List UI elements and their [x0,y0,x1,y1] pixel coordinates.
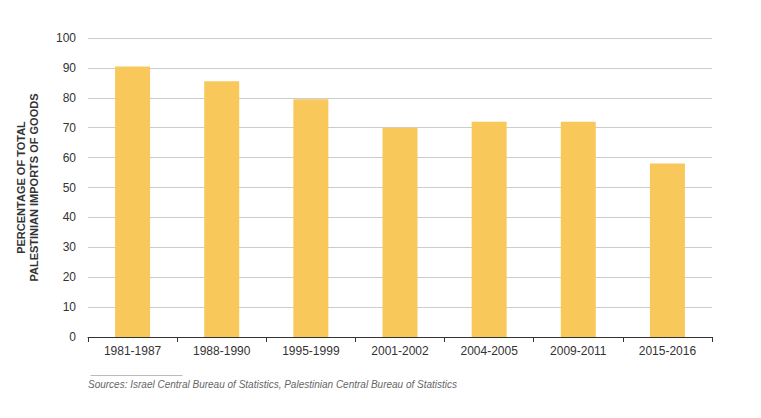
svg-text:2004-2005: 2004-2005 [460,344,518,358]
svg-text:2001-2002: 2001-2002 [371,344,429,358]
svg-text:10: 10 [63,300,77,314]
svg-text:0: 0 [69,330,76,344]
svg-text:1988-1990: 1988-1990 [193,344,251,358]
svg-text:60: 60 [63,151,77,165]
svg-text:1995-1999: 1995-1999 [282,344,340,358]
svg-text:40: 40 [63,210,77,224]
svg-text:90: 90 [63,61,77,75]
svg-text:100: 100 [56,31,76,45]
svg-text:20: 20 [63,270,77,284]
svg-text:2009-2011: 2009-2011 [550,344,607,358]
svg-text:1981-1987: 1981-1987 [104,344,162,358]
svg-text:80: 80 [63,91,77,105]
svg-text:Sources: Israel Central Bureau: Sources: Israel Central Bureau of Statis… [88,379,457,390]
svg-text:70: 70 [63,121,77,135]
svg-text:PERCENTAGE OF TOTAL: PERCENTAGE OF TOTAL [15,121,27,254]
svg-text:2015-2016: 2015-2016 [639,344,697,358]
svg-text:50: 50 [63,181,77,195]
svg-text:PALESTINIAN IMPORTS OF GOODS: PALESTINIAN IMPORTS OF GOODS [28,93,40,281]
svg-text:30: 30 [63,240,77,254]
